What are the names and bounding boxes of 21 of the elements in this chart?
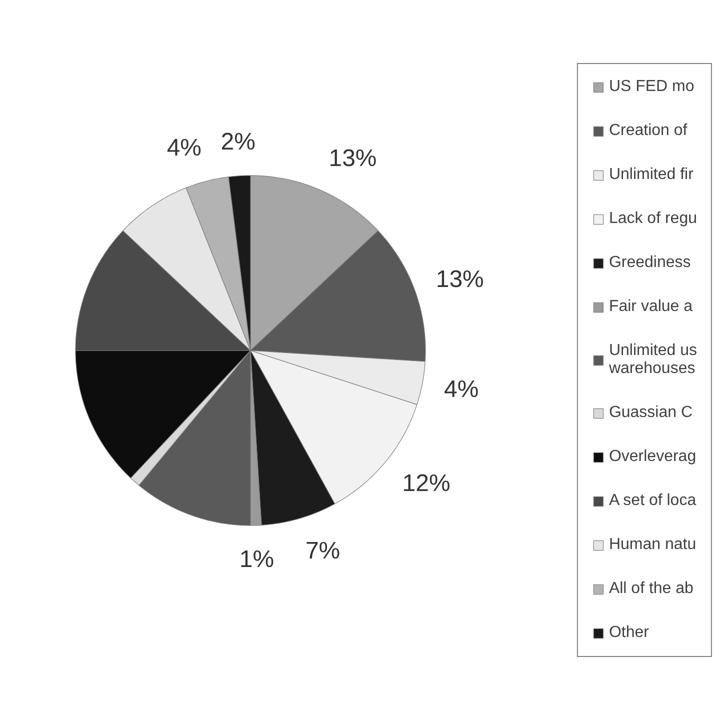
legend-label: Unlimited fir (608, 166, 694, 184)
legend-label: Unlimited us warehouses (608, 342, 697, 378)
legend-label: All of the ab (608, 580, 694, 598)
data-label: 2% (220, 128, 256, 156)
data-label: 1% (239, 546, 274, 573)
legend-label: US FED mo (608, 78, 694, 96)
legend-label: Overleverag (608, 448, 696, 466)
data-label: 13% (436, 266, 484, 294)
legend-label: Other (608, 624, 649, 642)
legend-label: Lack of regu (608, 210, 697, 228)
data-label: 12% (402, 470, 450, 498)
data-label: 7% (305, 538, 340, 565)
legend-label: Human natu (608, 536, 696, 554)
legend-label: Creation of (608, 122, 688, 140)
legend-label: Guassian C (608, 404, 693, 422)
data-label: 4% (444, 376, 479, 404)
legend-label: Greediness (608, 254, 691, 272)
data-label: 13% (328, 145, 377, 172)
legend-label: A set of loca (608, 492, 696, 510)
data-label: 4% (166, 134, 202, 162)
legend-label: Fair value a (608, 298, 693, 316)
